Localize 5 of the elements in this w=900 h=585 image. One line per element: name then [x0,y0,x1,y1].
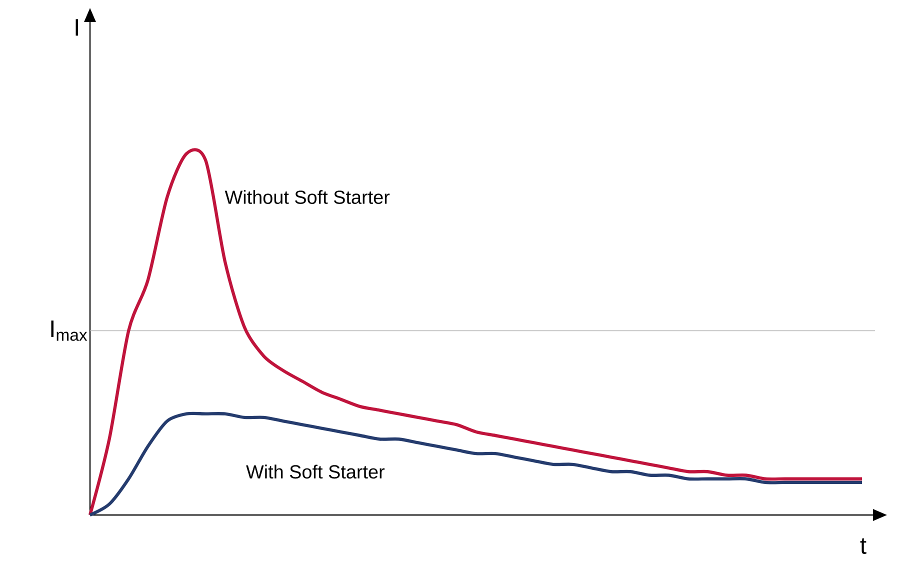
series-label: With Soft Starter [246,464,385,479]
ref-line-label: I$_{max}$ [51,320,88,341]
x-axis-title: t [860,538,866,554]
y-axis-title: I [76,19,78,36]
series-label: Without Soft Starter [224,190,390,204]
